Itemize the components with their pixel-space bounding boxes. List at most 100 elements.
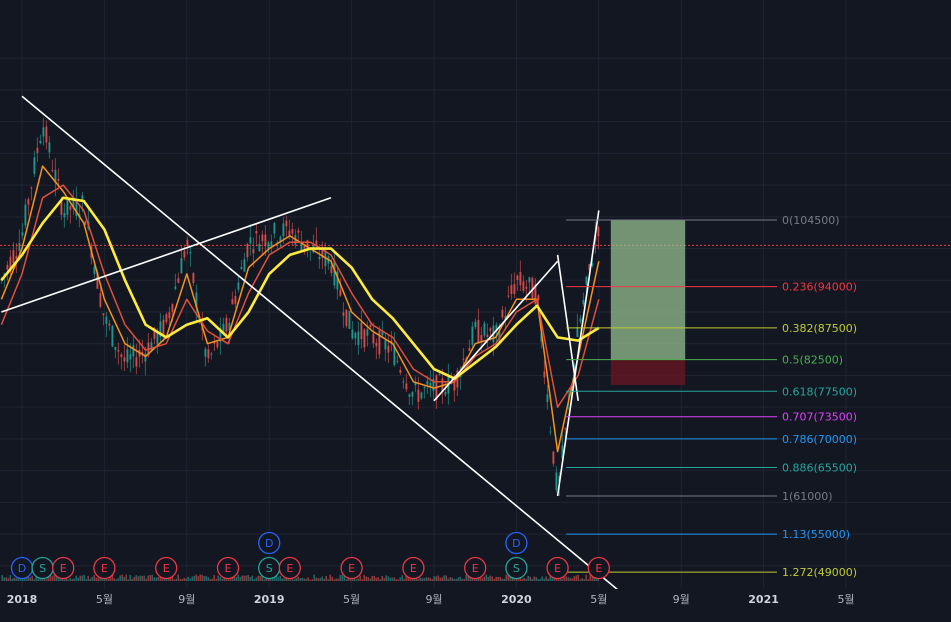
trend-line-2[interactable] [433,260,559,402]
event-marker-letter: S [266,562,273,575]
candle-body [318,256,321,260]
volume-bar [53,574,55,581]
candle-body [51,169,54,171]
candle-body [237,282,240,290]
candle-body [27,199,30,205]
profit-zone[interactable] [610,220,686,360]
event-marker-d[interactable]: D [258,531,281,555]
event-marker-s[interactable]: S [31,556,54,580]
candle-body [291,228,294,234]
candle-body [15,256,18,260]
event-marker-letter: E [595,562,602,575]
candle-body [165,313,168,323]
event-marker-circle [505,556,528,580]
volume-bar [475,578,477,581]
volume-bar [261,575,263,581]
volume-bar [327,579,329,581]
volume-bar [313,574,315,581]
volume-bar [355,579,357,581]
candle-body [42,127,45,137]
volume-bar [565,576,567,581]
volume-bar [41,579,43,581]
event-marker-e[interactable]: E [52,556,75,580]
candle-body [12,250,15,264]
event-marker-s[interactable]: S [505,556,528,580]
volume-bar [195,574,197,581]
volume-bar [481,577,483,581]
volume-bar [3,577,5,581]
position-box[interactable] [610,220,686,385]
volume-bar [577,574,579,581]
event-marker-letter: E [286,562,293,575]
event-marker-d[interactable]: D [505,531,528,555]
event-marker-e[interactable]: E [402,556,425,580]
candle-body [150,342,153,351]
event-marker-letter: E [554,562,561,575]
volume-bar [483,576,485,581]
volume-bar [591,575,593,581]
volume-bar [215,578,217,581]
volume-bar [27,574,29,581]
volume-bar [217,575,219,581]
volume-bar [501,578,503,581]
event-marker-s[interactable]: S [258,556,281,580]
volume-bar [97,577,99,581]
event-marker-e[interactable]: E [546,556,569,580]
volume-bar [95,577,97,581]
volume-bar [243,575,245,581]
trend-line-1[interactable] [1,197,332,313]
event-marker-e[interactable]: E [93,556,116,580]
event-marker-e[interactable]: E [464,556,487,580]
candle-body [240,266,243,269]
candle-body [63,212,66,218]
volume-bar [425,577,427,581]
trend-line-0[interactable] [21,95,620,592]
candle-body [249,237,252,244]
volume-bar [345,579,347,581]
volume-bar [417,579,419,581]
event-marker-e[interactable]: E [340,556,363,580]
volume-bar [231,575,233,581]
candle-body [252,249,255,254]
event-marker-circle [340,556,363,580]
event-marker-e[interactable]: E [587,556,610,580]
candle-body [60,201,63,215]
event-markers[interactable]: D S E E E EDS E E E EDS E E [10,531,610,580]
volume-bar [297,576,299,581]
event-marker-e[interactable]: E [155,556,178,580]
candle-body [159,321,162,337]
volume-bar [191,576,193,581]
volume-bar [209,579,211,581]
event-marker-e[interactable]: E [216,556,240,580]
candle-body [351,329,354,339]
event-marker-circle [587,556,610,580]
candle-body [285,220,288,227]
volume-bar [513,577,515,581]
volume-bar [485,574,487,581]
candle-body [420,392,423,399]
event-marker-letter: E [472,562,479,575]
volume-bar [361,579,363,581]
volume-bar [275,574,277,581]
fib-level-label-1.13: 1.13(55000) [782,528,850,541]
candle-body [33,157,36,174]
volume-bar [579,579,581,581]
volume-bar [55,575,57,581]
candle-body [21,232,24,236]
candle-body [573,365,576,369]
volume-bar [59,578,61,581]
volume-bar [265,578,267,581]
volume-bar [393,577,395,581]
volume-bar [135,575,137,581]
fibonacci-retracement[interactable]: 0(104500) 0.236(94000) 0.382(87500) 0.5(825… [566,214,857,579]
volume-bar [539,578,541,581]
volume-bar [127,579,129,581]
trend-line-4[interactable] [556,210,600,497]
loss-zone[interactable] [610,359,686,385]
candle-body [153,327,156,339]
event-marker-d[interactable]: D [10,556,34,580]
volume-bar [323,578,325,581]
event-marker-e[interactable]: E [278,556,301,580]
candle-body [6,265,9,270]
